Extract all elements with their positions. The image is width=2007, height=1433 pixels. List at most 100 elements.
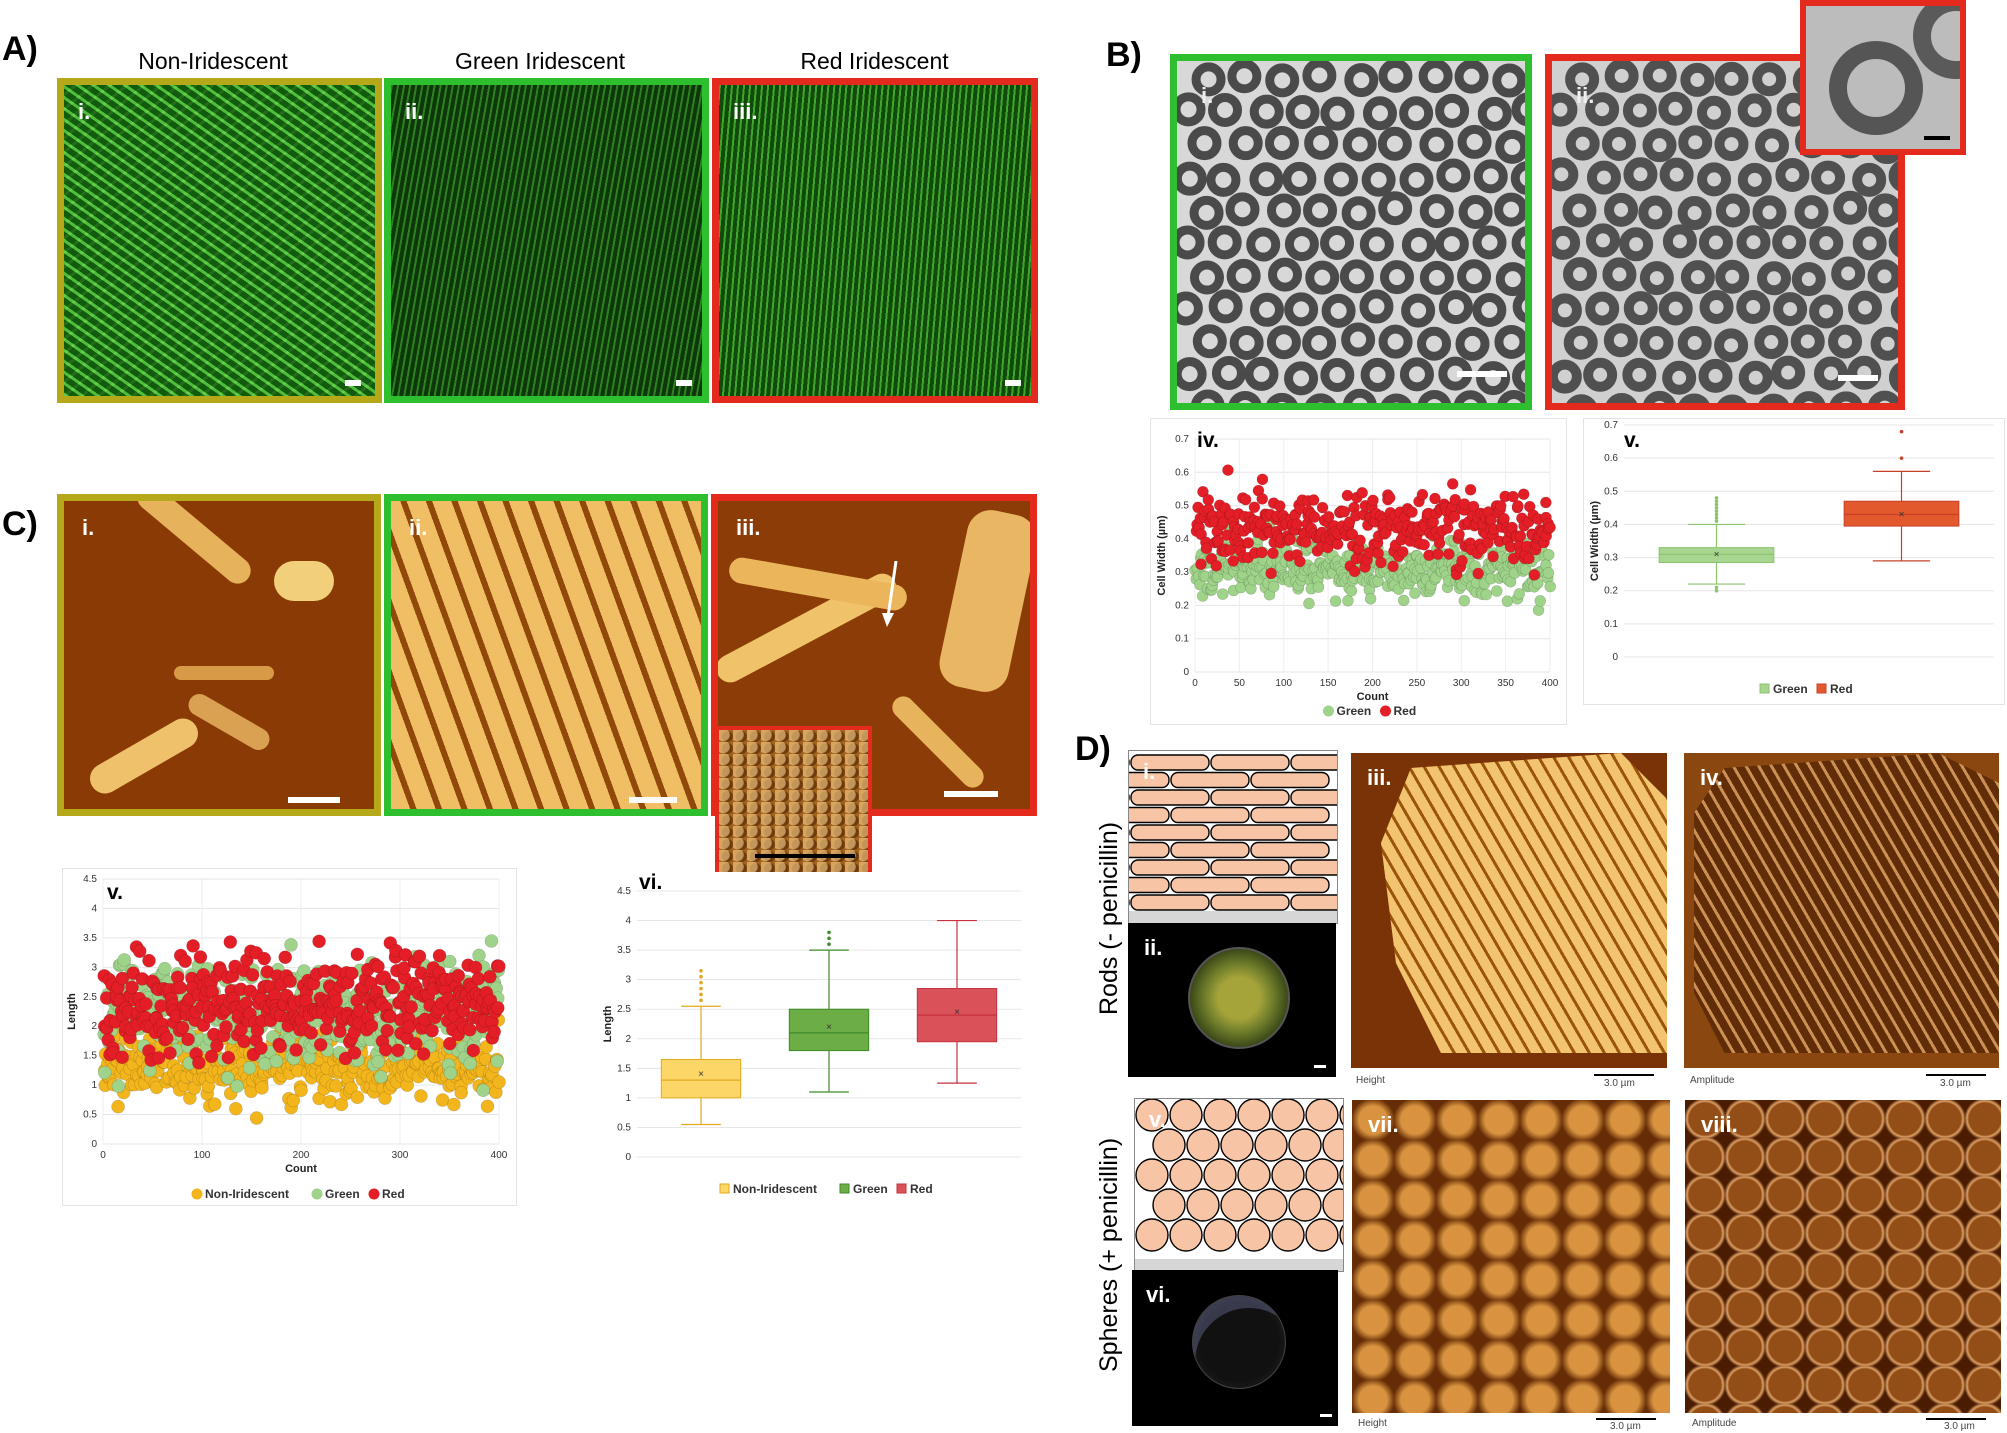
sphere-cell [1271, 1218, 1305, 1252]
data-point [1448, 510, 1461, 523]
legend-entry: Red [1830, 682, 1853, 696]
cell-ring [1867, 259, 1898, 294]
cell-ring [1228, 390, 1262, 403]
data-point [1348, 565, 1361, 578]
scale-bar [629, 797, 677, 803]
cell-ring [1794, 195, 1829, 230]
mean-marker: × [1714, 549, 1720, 560]
y-tick-label: 0.2 [1604, 586, 1618, 597]
sphere-cell [1322, 1188, 1356, 1222]
chart-sublabel: v. [107, 881, 123, 904]
cell-ring [1717, 394, 1747, 403]
data-point [1544, 580, 1556, 593]
outlier [1714, 512, 1719, 517]
cell-ring [1868, 390, 1898, 403]
data-point [284, 938, 298, 952]
row-label-rods: Rods (- penicillin) [1095, 821, 1123, 1015]
outlier [1714, 496, 1719, 500]
rod-cell [1170, 841, 1250, 859]
scale-label: 3.0 µm [1610, 1421, 1641, 1432]
cell-ring [1362, 96, 1397, 131]
y-tick-label: 0 [1612, 652, 1618, 663]
box-green [788, 1008, 870, 1052]
cell-ring [1455, 326, 1490, 361]
cell-ring [1227, 61, 1262, 94]
cell-ring [1714, 127, 1749, 162]
data-point [1458, 594, 1471, 607]
cell-ring [1361, 162, 1396, 197]
sphere-cell [1237, 1218, 1271, 1252]
data-point [1375, 556, 1387, 569]
cell-ring [1552, 92, 1578, 127]
rod-cell [1290, 824, 1370, 841]
x-tick-label: 100 [194, 1150, 211, 1161]
cell-ring [1244, 356, 1279, 391]
cell-ring [1473, 159, 1508, 194]
cell-ring [1791, 262, 1826, 297]
cell-ring [1714, 61, 1749, 96]
cell-ring [1831, 256, 1866, 291]
afm-inset-c-iv [715, 726, 872, 876]
cell-ring [1552, 225, 1581, 260]
cell-ring [1809, 226, 1844, 261]
data-point [269, 1054, 284, 1069]
cell-ring [1359, 227, 1394, 262]
data-point [1267, 580, 1280, 593]
data-point [151, 1051, 166, 1065]
cell-ring [1848, 290, 1883, 325]
data-point [432, 948, 447, 963]
sublabel-a-ii: ii. [405, 99, 424, 124]
x-tick-label: 250 [1409, 678, 1426, 689]
outlier [1714, 585, 1719, 590]
cell-ring [1343, 388, 1377, 403]
sphere-cell [1288, 1128, 1322, 1162]
rod-cell [1090, 876, 1170, 894]
data-point [1519, 563, 1532, 576]
data-point [1416, 488, 1429, 501]
data-point [289, 1043, 303, 1057]
x-tick-label: 100 [1275, 678, 1292, 689]
cell-ring [1603, 323, 1638, 358]
scale-bar [944, 791, 998, 797]
sublabel-c-iii: iii. [736, 515, 761, 540]
y-tick-label: 0.5 [1175, 501, 1189, 512]
data-point [466, 1043, 481, 1058]
cell-ring [1249, 292, 1284, 327]
cell-ring [1378, 191, 1413, 226]
cell-ring [1738, 360, 1773, 395]
outlier [827, 930, 831, 935]
data-point [1514, 530, 1527, 542]
cell-ring [1266, 325, 1301, 360]
cell-ring [1323, 162, 1358, 197]
cell-ring [1552, 293, 1582, 328]
mean-marker: × [698, 1069, 704, 1080]
data-point [313, 1037, 328, 1052]
data-point [1300, 536, 1312, 548]
legend-entry: Non-Iridescent [733, 1182, 817, 1196]
data-point [1200, 542, 1213, 555]
scale-bar [1320, 1414, 1332, 1417]
cell-ring [1192, 324, 1227, 359]
cell-ring [1476, 361, 1511, 396]
cell-ring [1266, 193, 1301, 228]
outlier [1714, 519, 1719, 523]
cell-ring [1552, 359, 1582, 394]
rod-cell [1130, 754, 1210, 771]
data-point [447, 1097, 461, 1112]
data-point [476, 1083, 490, 1098]
data-point [1544, 521, 1556, 534]
y-tick-label: 0.3 [1604, 553, 1618, 564]
y-tick-label: 0.1 [1604, 619, 1618, 630]
rod-cell [1210, 894, 1290, 911]
cell-ring [1601, 126, 1636, 161]
cell-ring [1678, 125, 1713, 160]
x-axis-label: Count [1357, 691, 1389, 703]
outlier [1714, 499, 1719, 504]
x-tick-label: 0 [1192, 678, 1198, 689]
cell-ring [1658, 291, 1693, 326]
scale-bar [1838, 375, 1878, 381]
sphere-cell [1322, 1128, 1356, 1162]
data-point [1227, 555, 1240, 567]
cell-ring [1775, 158, 1810, 193]
y-tick-label: 2.5 [83, 992, 97, 1003]
